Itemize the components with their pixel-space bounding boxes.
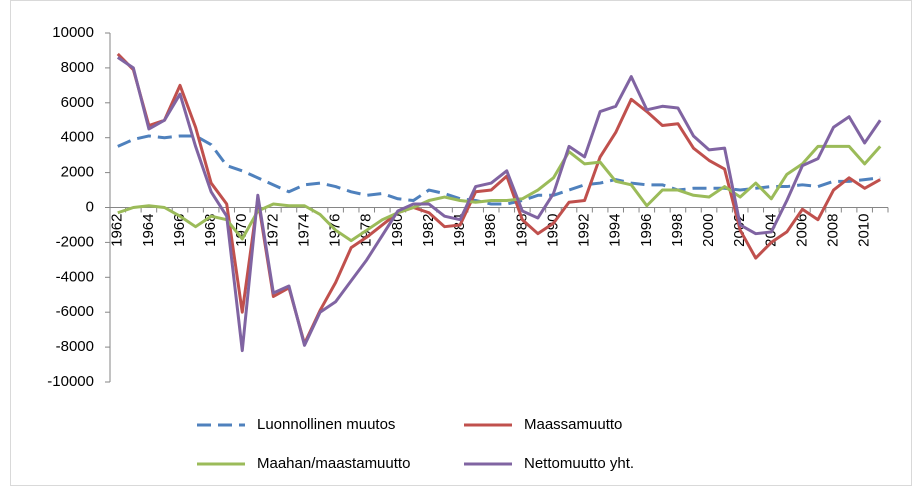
- y-tick-label: 4000: [61, 129, 94, 146]
- x-tick-label: 2000: [700, 214, 717, 247]
- x-tick-label: 2006: [793, 214, 810, 247]
- x-tick-label: 1980: [389, 214, 406, 247]
- x-tick-label: 1970: [233, 214, 250, 247]
- x-tick-label: 2008: [825, 214, 842, 247]
- x-tick-label: 1984: [451, 214, 468, 247]
- y-tick-label: -6000: [56, 303, 94, 320]
- x-tick-label: 1986: [482, 213, 499, 246]
- y-tick-label: -8000: [56, 338, 94, 355]
- x-tick-label: 1974: [295, 214, 312, 247]
- y-tick-label: -10000: [47, 373, 94, 390]
- y-tick-label: 2000: [61, 164, 94, 181]
- x-tick-label: 1962: [109, 214, 126, 247]
- x-tick-label: 2010: [856, 214, 873, 247]
- x-tick-label: 1966: [171, 214, 188, 247]
- legend-label: Maahan/maastamuutto: [257, 455, 410, 472]
- y-tick-label: 6000: [61, 94, 94, 111]
- x-tick-label: 1992: [576, 214, 593, 247]
- series-line: [117, 134, 881, 206]
- legend-label: Luonnollinen muutos: [257, 416, 395, 433]
- chart-frame: [10, 0, 912, 486]
- x-tick-label: 1972: [264, 214, 281, 247]
- x-tick-label: 1994: [607, 214, 624, 247]
- y-tick-label: -4000: [56, 268, 94, 285]
- y-tick-label: 0: [86, 198, 94, 215]
- series-line: [116, 52, 881, 346]
- x-tick-label: 1964: [140, 214, 157, 247]
- x-tick-label: 1982: [420, 214, 437, 247]
- y-tick-label: -2000: [56, 233, 94, 250]
- x-tick-label: 1990: [544, 214, 561, 247]
- y-tick-label: 10000: [52, 24, 94, 41]
- x-tick-label: 1968: [202, 214, 219, 247]
- y-tick-label: 8000: [61, 59, 94, 76]
- x-tick-label: 1998: [669, 214, 686, 247]
- legend-label: Nettomuutto yht.: [524, 455, 634, 472]
- x-tick-label: 1996: [638, 214, 655, 247]
- series-line: [117, 144, 882, 243]
- legend-label: Maassamuutto: [524, 416, 622, 433]
- series-line: [116, 56, 882, 353]
